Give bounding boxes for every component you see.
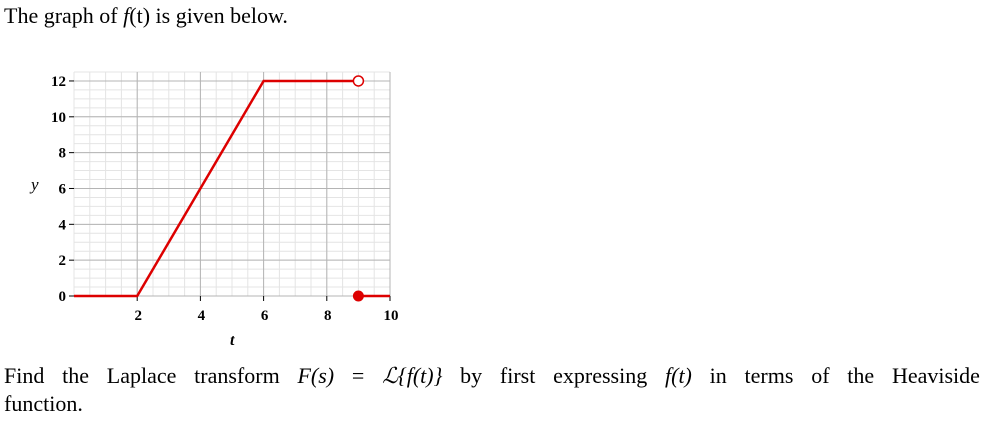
intro-function-name: f (123, 3, 130, 28)
y-tick-label: 6 (59, 181, 67, 197)
open-endpoint (352, 75, 365, 87)
y-tick-label: 0 (59, 289, 67, 305)
x-tick-label: 6 (261, 308, 269, 324)
y-tick-label: 2 (59, 253, 67, 269)
transform-symbol: F(s) (297, 363, 335, 388)
question-line-1: Find the Laplace transform F(s) = ℒ{f(t)… (4, 362, 980, 390)
tick-labels: 2 4 6 8 10 0 2 4 6 8 10 12 (51, 74, 399, 324)
function-graph: 2 4 6 8 10 0 2 4 6 8 10 12 t y (29, 71, 399, 349)
laplace-expression: ℒ{f(t)} (382, 363, 443, 388)
x-tick-label: 10 (384, 308, 399, 324)
question-text: Find the Laplace transform F(s) = ℒ{f(t)… (4, 362, 980, 418)
question-word: expressing (553, 363, 648, 388)
x-axis-label: t (230, 332, 235, 349)
intro-text: The graph of f(t) is given below. (4, 2, 288, 30)
question-word: Find (4, 363, 45, 388)
y-tick-label: 12 (51, 74, 66, 90)
intro-before: The graph of (4, 3, 124, 28)
question-word: terms (744, 363, 794, 388)
function-segments (74, 75, 390, 302)
question-word: Laplace (106, 363, 177, 388)
y-tick-label: 8 (59, 146, 67, 162)
question-line-2: function. (4, 391, 83, 416)
x-tick-label: 8 (324, 308, 332, 324)
equals-sign: = (351, 363, 365, 388)
question-word: of (811, 363, 830, 388)
function-expression: f(t) (665, 363, 692, 388)
x-tick-label: 2 (134, 308, 142, 324)
y-tick-label: 4 (59, 217, 67, 233)
question-word: by (460, 363, 483, 388)
y-tick-label: 10 (51, 110, 66, 126)
question-word: the (62, 363, 90, 388)
closed-endpoint (352, 290, 364, 302)
question-word: transform (194, 363, 280, 388)
minor-grid (73, 71, 391, 297)
question-word: the (847, 363, 875, 388)
question-word: Heaviside (891, 363, 980, 388)
intro-function-arg: (t) (129, 3, 151, 28)
y-axis-label: y (29, 175, 39, 194)
function-segment (74, 79, 359, 298)
intro-after: is given below. (150, 3, 288, 28)
x-tick-label: 4 (198, 308, 206, 324)
question-word: first (499, 363, 536, 388)
tick-marks (69, 80, 391, 301)
question-word: in (709, 363, 727, 388)
